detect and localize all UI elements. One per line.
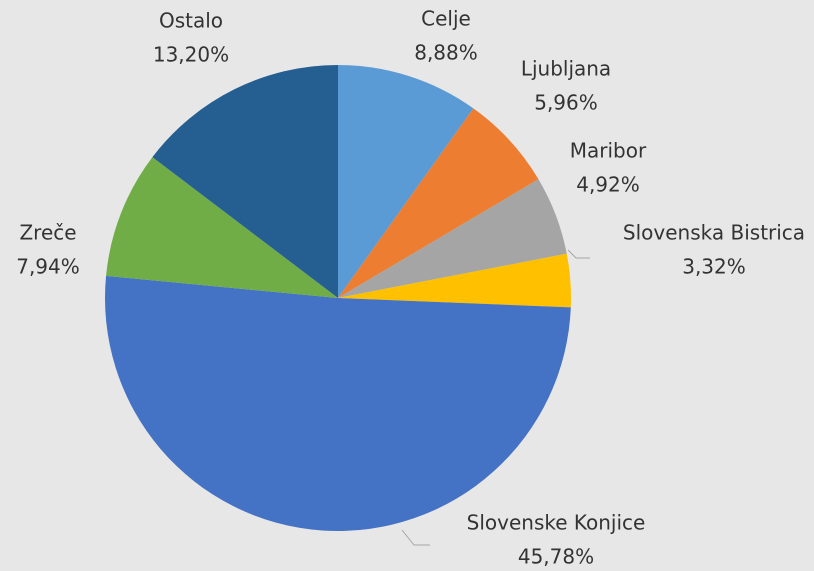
slice-value-label: 5,96%	[534, 91, 598, 115]
pie-slice	[338, 253, 571, 308]
slice-label: Slovenska Bistrica	[623, 221, 805, 245]
leader-line	[401, 529, 430, 546]
slice-label: Zreče	[19, 221, 76, 245]
pie-slice	[152, 65, 338, 298]
slice-value-label: 8,88%	[414, 41, 478, 65]
pie-slice	[104, 275, 571, 532]
slice-value-label: 45,78%	[518, 545, 594, 569]
slice-label: Maribor	[570, 139, 647, 163]
slice-label: Celje	[421, 7, 471, 31]
leader-line	[567, 249, 590, 259]
pie-slice	[338, 65, 474, 298]
slice-label: Ljubljana	[521, 57, 611, 81]
pie-slice	[106, 157, 338, 298]
pie-slice	[338, 179, 567, 298]
slice-value-label: 3,32%	[682, 255, 746, 279]
slice-value-label: 7,94%	[16, 255, 80, 279]
pie-slice	[338, 108, 539, 298]
slice-label: Slovenske Konjice	[467, 511, 646, 535]
slice-value-label: 13,20%	[153, 43, 229, 67]
slice-label: Ostalo	[159, 9, 223, 33]
slice-value-label: 4,92%	[576, 173, 640, 197]
